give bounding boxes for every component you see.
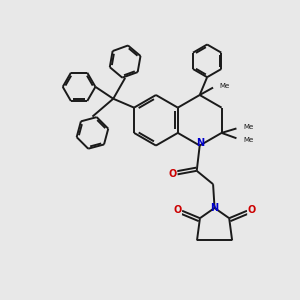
Text: Me: Me	[220, 83, 230, 89]
Text: O: O	[173, 205, 182, 215]
Text: O: O	[248, 205, 256, 215]
Text: N: N	[196, 138, 204, 148]
Text: Me: Me	[243, 137, 253, 143]
Text: O: O	[169, 169, 177, 179]
Text: Me: Me	[243, 124, 253, 130]
Text: N: N	[211, 203, 219, 213]
